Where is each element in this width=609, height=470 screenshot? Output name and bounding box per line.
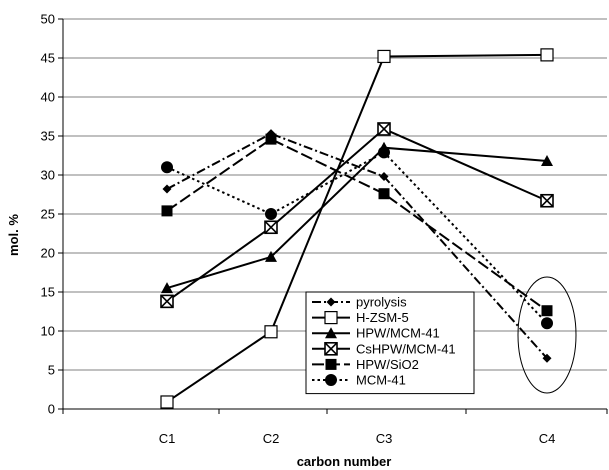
y-axis-title: mol. % (6, 214, 21, 256)
x-tick-label: C3 (376, 431, 393, 446)
data-point-cshpw-mcm-41 (377, 122, 391, 136)
legend-label: MCM-41 (356, 373, 406, 388)
series-line-mcm-41 (166, 151, 548, 324)
legend-entry: HPW/SiO2 (312, 357, 419, 372)
data-point-h-zsm-5 (540, 48, 554, 62)
legend: pyrolysisH-ZSM-5HPW/MCM-41CsHPW/MCM-41HP… (305, 291, 475, 395)
legend-label: H-ZSM-5 (356, 310, 409, 325)
legend-marker (326, 297, 336, 307)
data-point-hpw-mcm-41 (161, 282, 173, 294)
axes: 0 5 10 15 20 25 30 35 40 45 50 C1 C2 C3 C4 (41, 12, 608, 446)
legend-marker (324, 341, 338, 356)
data-point-mcm-41 (161, 161, 173, 174)
data-point-mcm-41 (265, 208, 277, 220)
y-tick-label: 35 (41, 129, 55, 144)
legend-entry: pyrolysis (312, 295, 407, 310)
legend-marker (325, 358, 337, 370)
data-point-pyrolysis (162, 184, 172, 194)
x-axis-title: carbon number (297, 454, 392, 469)
legend-entry: HPW/MCM-41 (312, 326, 440, 341)
data-point-hpw-sio2 (541, 305, 553, 317)
y-tick-label: 25 (41, 207, 55, 222)
data-point-hpw-sio2 (161, 205, 173, 217)
y-tick-label: 5 (48, 363, 55, 378)
data-point-pyrolysis (542, 353, 552, 363)
data-point-hpw-mcm-41 (541, 154, 553, 166)
series-line-hpw-sio2 (166, 137, 548, 312)
x-tick-label: C1 (159, 431, 176, 446)
data-point-cshpw-mcm-41 (540, 193, 554, 208)
data-point-cshpw-mcm-41 (264, 220, 278, 235)
highlight-ellipse (517, 276, 577, 394)
series-lines (160, 48, 554, 409)
data-point-pyrolysis (379, 172, 389, 182)
data-point-hpw-sio2 (378, 188, 390, 200)
legend-marker (325, 374, 337, 386)
data-point-hpw-mcm-41 (265, 250, 277, 262)
c4-highlight-annotation (517, 276, 577, 394)
data-point-hpw-sio2 (265, 133, 277, 145)
y-tick-label: 50 (41, 12, 55, 27)
data-point-mcm-41 (378, 146, 390, 159)
legend-marker (324, 311, 338, 325)
y-tick-label: 0 (48, 402, 55, 417)
x-tick-label: C4 (539, 431, 556, 446)
y-tick-label: 40 (41, 90, 55, 105)
legend-entry: MCM-41 (312, 373, 406, 388)
y-tick-label: 30 (41, 168, 55, 183)
legend-marker (325, 327, 337, 339)
y-tick-label: 15 (41, 285, 55, 300)
x-tick-label: C2 (263, 431, 280, 446)
series-line-pyrolysis (166, 132, 548, 359)
data-point-mcm-41 (541, 317, 553, 330)
legend-entry: CsHPW/MCM-41 (312, 341, 456, 356)
data-point-h-zsm-5 (264, 325, 278, 339)
series-line-h-zsm-5 (166, 53, 548, 403)
data-point-h-zsm-5 (377, 49, 391, 64)
legend-label: pyrolysis (356, 295, 407, 310)
y-tick-label: 45 (41, 51, 55, 66)
series-line-hpw-mcm-41 (166, 146, 548, 290)
legend-label: HPW/SiO2 (356, 357, 419, 372)
data-point-cshpw-mcm-41 (160, 294, 174, 309)
y-tick-label: 10 (41, 324, 55, 339)
legend-label: HPW/MCM-41 (356, 326, 440, 341)
legend-entry: H-ZSM-5 (312, 310, 409, 325)
series-line-cshpw-mcm-41 (166, 127, 548, 303)
data-point-h-zsm-5 (160, 395, 174, 409)
y-tick-label: 20 (41, 246, 55, 261)
legend-label: CsHPW/MCM-41 (356, 341, 456, 356)
